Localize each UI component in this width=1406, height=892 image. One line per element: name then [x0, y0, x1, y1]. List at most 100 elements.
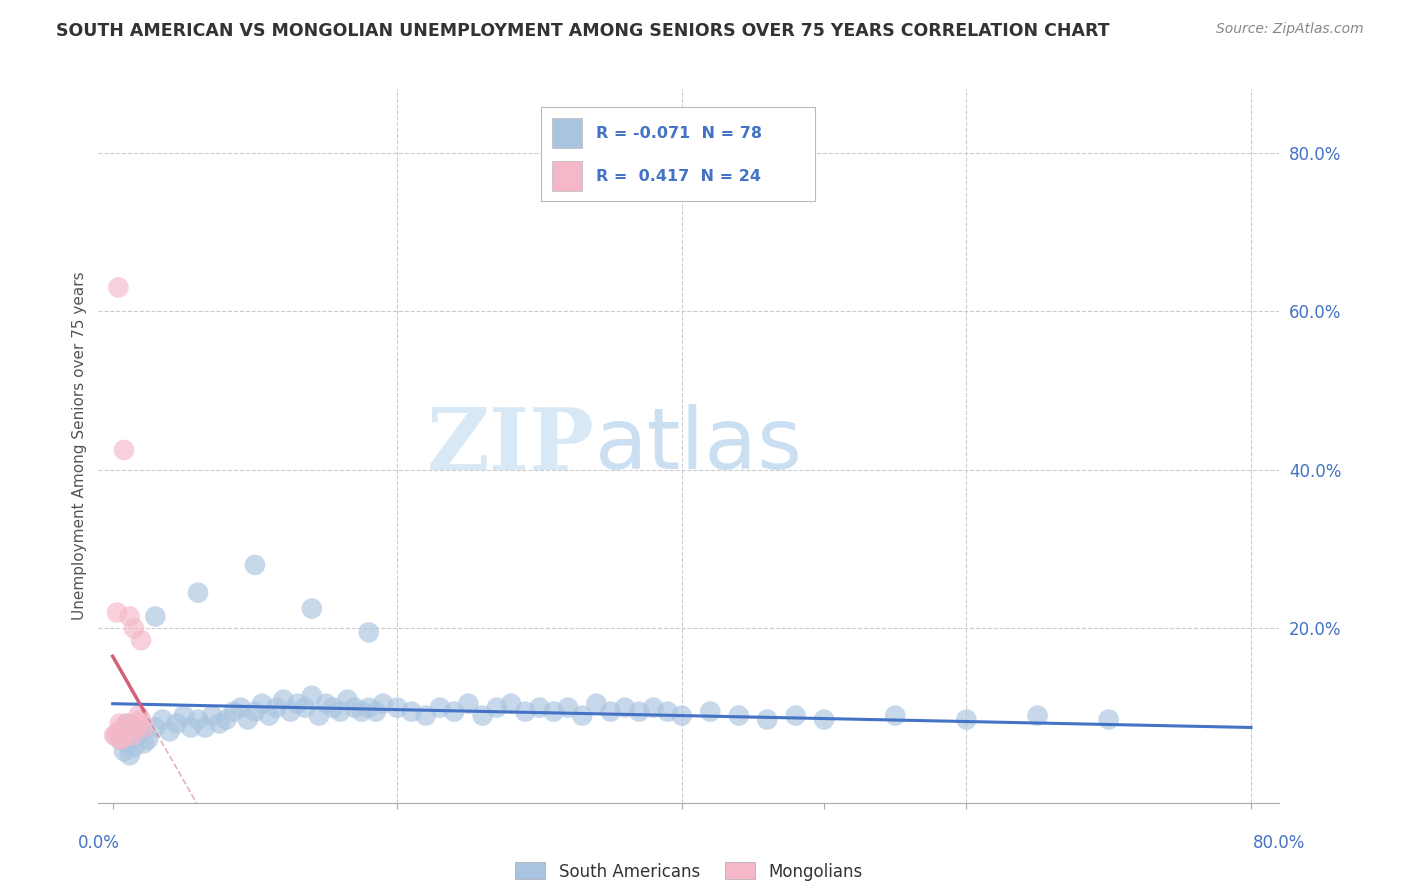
- Point: [115, 736, 138, 750]
- Point: [129, 724, 152, 739]
- Point: [122, 621, 145, 635]
- Point: [301, 601, 323, 615]
- Point: [727, 708, 749, 723]
- Point: [613, 700, 636, 714]
- Point: [343, 700, 366, 714]
- Point: [132, 721, 155, 735]
- Point: [785, 708, 807, 723]
- Point: [127, 728, 149, 742]
- Point: [187, 713, 209, 727]
- Point: [471, 708, 494, 723]
- Text: SOUTH AMERICAN VS MONGOLIAN UNEMPLOYMENT AMONG SENIORS OVER 75 YEARS CORRELATION: SOUTH AMERICAN VS MONGOLIAN UNEMPLOYMENT…: [56, 22, 1109, 40]
- Point: [108, 732, 131, 747]
- Text: 80.0%: 80.0%: [1253, 834, 1306, 852]
- Point: [121, 728, 143, 742]
- Point: [112, 724, 135, 739]
- Point: [132, 736, 155, 750]
- Point: [364, 705, 387, 719]
- Point: [813, 713, 835, 727]
- Point: [955, 713, 977, 727]
- Point: [201, 708, 224, 723]
- Point: [671, 708, 693, 723]
- Point: [143, 721, 166, 735]
- Point: [257, 708, 280, 723]
- Point: [107, 724, 129, 739]
- Point: [308, 708, 330, 723]
- Point: [194, 721, 217, 735]
- Point: [280, 705, 302, 719]
- Point: [457, 697, 479, 711]
- Point: [243, 558, 266, 572]
- Point: [173, 708, 195, 723]
- Point: [118, 724, 141, 739]
- Legend: South Americans, Mongolians: South Americans, Mongolians: [509, 855, 869, 888]
- Point: [127, 708, 149, 723]
- Point: [350, 705, 373, 719]
- Point: [1026, 708, 1049, 723]
- FancyBboxPatch shape: [553, 119, 582, 148]
- Text: R = -0.071  N = 78: R = -0.071 N = 78: [596, 126, 762, 141]
- Point: [499, 697, 522, 711]
- Point: [222, 705, 245, 719]
- Point: [315, 697, 337, 711]
- Point: [287, 697, 309, 711]
- Point: [112, 744, 135, 758]
- Point: [115, 716, 138, 731]
- Point: [756, 713, 779, 727]
- Point: [329, 705, 352, 719]
- Point: [529, 700, 551, 714]
- Point: [443, 705, 465, 719]
- Text: 0.0%: 0.0%: [77, 834, 120, 852]
- Point: [112, 442, 135, 457]
- Point: [108, 716, 131, 731]
- Point: [301, 689, 323, 703]
- Point: [699, 705, 721, 719]
- Text: ZIP: ZIP: [426, 404, 595, 488]
- Point: [657, 705, 679, 719]
- Point: [415, 708, 437, 723]
- Point: [643, 700, 665, 714]
- Point: [387, 700, 409, 714]
- Point: [294, 700, 316, 714]
- Point: [599, 705, 621, 719]
- Point: [118, 748, 141, 763]
- Point: [107, 280, 129, 294]
- Point: [250, 697, 273, 711]
- Point: [215, 713, 238, 727]
- Point: [152, 713, 174, 727]
- Point: [628, 705, 651, 719]
- Point: [115, 721, 138, 735]
- Point: [236, 713, 259, 727]
- Point: [266, 700, 288, 714]
- Point: [401, 705, 423, 719]
- Point: [322, 700, 344, 714]
- Point: [110, 728, 132, 742]
- FancyBboxPatch shape: [553, 161, 582, 191]
- Point: [273, 692, 295, 706]
- Point: [110, 732, 132, 747]
- Point: [557, 700, 579, 714]
- Point: [124, 721, 146, 735]
- Point: [127, 716, 149, 731]
- Point: [103, 728, 125, 742]
- Point: [884, 708, 907, 723]
- Point: [118, 609, 141, 624]
- Point: [208, 716, 231, 731]
- Point: [104, 728, 127, 742]
- Point: [129, 633, 152, 648]
- Point: [485, 700, 508, 714]
- Text: R =  0.417  N = 24: R = 0.417 N = 24: [596, 169, 761, 184]
- Point: [159, 724, 181, 739]
- Text: atlas: atlas: [595, 404, 803, 488]
- Point: [585, 697, 607, 711]
- Point: [357, 700, 380, 714]
- Point: [543, 705, 565, 719]
- Point: [112, 721, 135, 735]
- Point: [1098, 713, 1121, 727]
- Point: [166, 716, 188, 731]
- Point: [180, 721, 202, 735]
- Point: [143, 609, 166, 624]
- Point: [129, 713, 152, 727]
- Point: [122, 740, 145, 755]
- Y-axis label: Unemployment Among Seniors over 75 years: Unemployment Among Seniors over 75 years: [72, 272, 87, 620]
